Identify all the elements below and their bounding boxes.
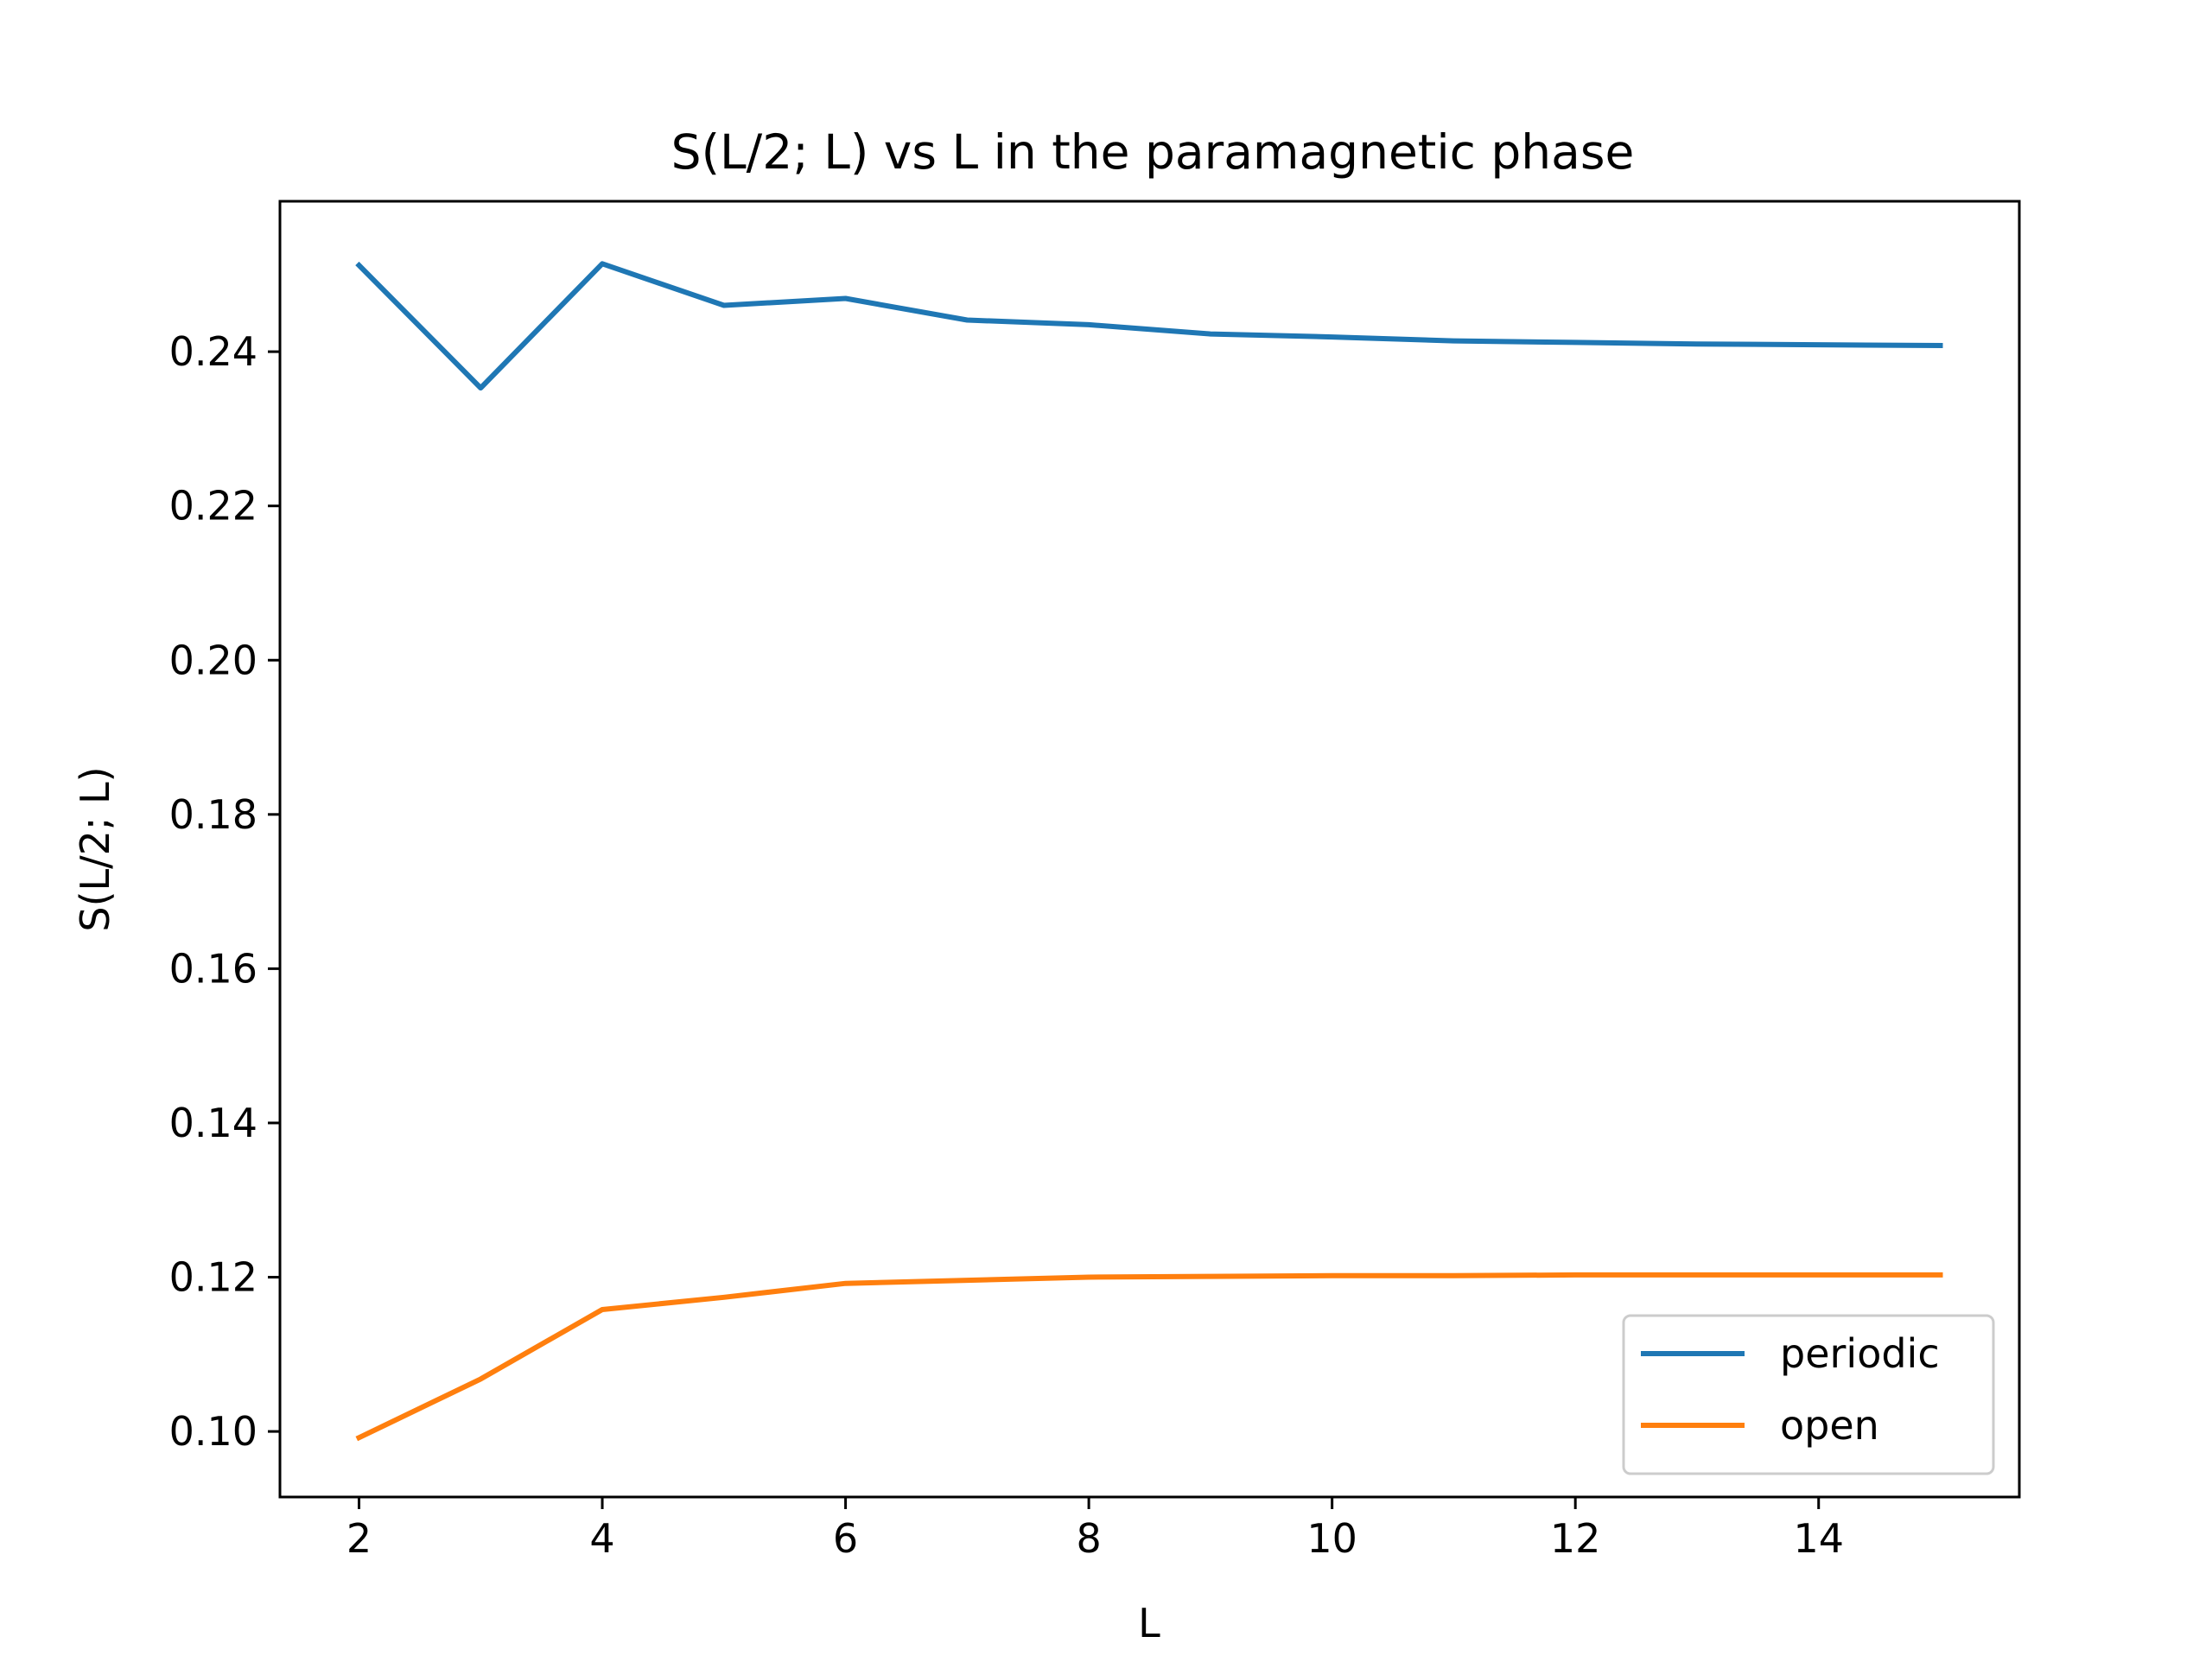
chart-title: S(L/2; L) vs L in the paramagnetic phase: [671, 124, 1635, 180]
x-tick-label: 8: [1076, 1515, 1101, 1562]
y-tick-label: 0.14: [169, 1100, 257, 1146]
series-line-periodic: [355, 261, 1943, 391]
x-tick-label: 6: [833, 1515, 858, 1562]
y-tick-label: 0.24: [169, 328, 257, 375]
series-line-open: [355, 1272, 1943, 1442]
legend-label-periodic: periodic: [1780, 1330, 1940, 1377]
legend-label-open: open: [1780, 1402, 1879, 1449]
x-tick-label: 2: [346, 1515, 372, 1562]
x-tick-label: 10: [1306, 1515, 1357, 1562]
x-axis-label: L: [1138, 1600, 1160, 1646]
y-axis-label: S(L/2; L): [72, 766, 118, 931]
series-lines: [355, 261, 1943, 1442]
y-tick-label: 0.18: [169, 791, 257, 838]
plot-area-frame: [278, 200, 2021, 1499]
y-tick-label: 0.10: [169, 1408, 257, 1455]
y-tick-label: 0.20: [169, 637, 257, 683]
x-tick-label: 14: [1793, 1515, 1844, 1562]
x-tick-label: 12: [1550, 1515, 1601, 1562]
y-axis-ticks: 0.10 0.12 0.14 0.16 0.18 0.20 0.22 0.24: [169, 328, 280, 1455]
x-axis-ticks: 2 4 6 8 10 12 14: [346, 1497, 1844, 1562]
legend: periodic open: [1622, 1314, 1995, 1475]
y-tick-label: 0.22: [169, 483, 257, 530]
x-tick-label: 4: [589, 1515, 614, 1562]
y-tick-label: 0.16: [169, 945, 257, 992]
y-tick-label: 0.12: [169, 1254, 257, 1301]
